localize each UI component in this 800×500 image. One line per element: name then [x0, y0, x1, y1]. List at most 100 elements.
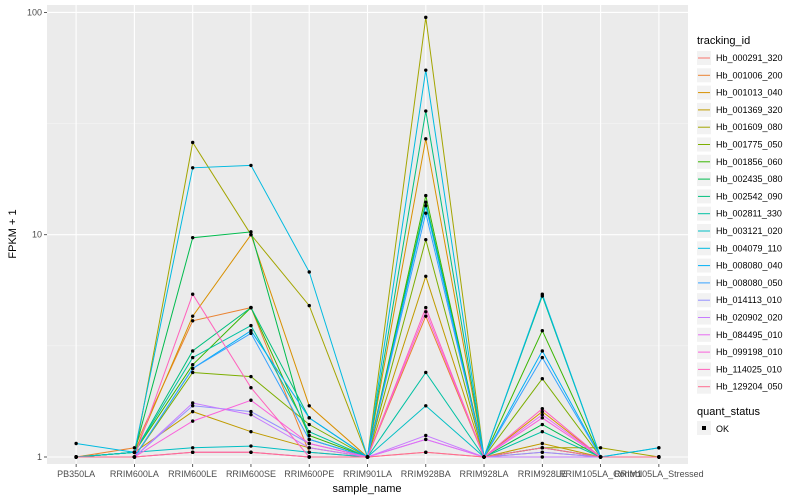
data-point	[540, 409, 545, 414]
data-point	[249, 328, 253, 333]
legend-entry: Hb_114025_010	[697, 362, 782, 377]
legend-entry: Hb_084495_010	[697, 327, 783, 342]
data-point	[540, 441, 545, 446]
data-point	[190, 314, 195, 318]
data-point	[424, 370, 428, 375]
legend-label: Hb_002435_080	[716, 174, 783, 184]
legend-entry: Hb_001013_040	[697, 85, 783, 100]
data-point	[424, 310, 428, 314]
data-point	[249, 444, 253, 448]
legend-entry: Hb_001369_320	[697, 102, 783, 117]
y-axis-title: FPKM + 1	[7, 209, 19, 258]
legend-entry: Hb_000291_320	[697, 51, 783, 65]
legend-label: Hb_001856_060	[716, 157, 783, 167]
data-point	[540, 429, 545, 434]
x-tick-label: RRIM600SE	[226, 469, 276, 479]
data-point	[424, 437, 428, 442]
data-point	[249, 305, 253, 310]
data-point	[424, 137, 428, 141]
data-point	[424, 404, 428, 408]
legend-entry: Hb_002435_080	[697, 172, 783, 187]
legend-entry: Hb_003121_020	[697, 224, 783, 238]
data-point	[424, 237, 428, 242]
x-tick-label: RRIM600PE	[284, 469, 334, 479]
data-point	[249, 331, 253, 336]
data-point	[540, 349, 545, 353]
data-point	[190, 140, 195, 145]
data-point	[424, 274, 428, 278]
data-point	[249, 398, 253, 402]
data-point	[540, 406, 545, 411]
legend-entry: Hb_001775_050	[697, 137, 783, 152]
data-point	[190, 401, 195, 405]
data-point	[307, 303, 311, 308]
data-point	[424, 15, 428, 20]
x-tick-label: RRIM928LA	[460, 469, 509, 479]
legend-label: Hb_004079_110	[716, 243, 782, 253]
data-point	[190, 235, 195, 240]
data-point	[190, 366, 195, 371]
data-point	[249, 230, 253, 234]
data-point	[249, 429, 253, 434]
shape-legend-marker	[702, 426, 706, 430]
legend-label: Hb_001006_200	[716, 70, 783, 80]
y-tick-label: 10	[32, 230, 42, 240]
data-point	[657, 446, 661, 450]
legend-label: Hb_084495_010	[716, 330, 783, 340]
x-tick-label: RRIM901LA	[343, 469, 392, 479]
data-point	[190, 349, 195, 353]
data-point	[540, 355, 545, 360]
data-point	[365, 455, 370, 459]
legend-label: Hb_002811_330	[716, 209, 782, 219]
x-axis-title: sample_name	[332, 483, 401, 495]
legend-label: Hb_014113_010	[716, 295, 782, 305]
data-point	[424, 109, 428, 113]
legend: Hb_000291_320 Hb_001006_200 Hb_001013_040 H…	[697, 51, 783, 394]
legend-entry: Hb_129204_050	[697, 379, 783, 394]
data-point	[540, 422, 545, 427]
data-point	[307, 404, 311, 408]
data-point	[424, 204, 428, 208]
data-point	[424, 450, 428, 454]
data-point	[424, 314, 428, 318]
legend-label: Hb_002542_090	[716, 191, 783, 201]
shape-legend-label: OK	[716, 424, 729, 434]
data-point	[249, 163, 253, 168]
data-point	[190, 319, 195, 323]
data-point	[307, 416, 311, 420]
data-point	[540, 450, 545, 454]
y-tick-label: 100	[27, 7, 42, 17]
data-point	[132, 455, 137, 459]
x-tick-label: RRIM928LE	[518, 469, 567, 479]
legend-entry: Hb_001609_080	[697, 120, 783, 135]
legend-label: Hb_129204_050	[716, 382, 783, 392]
data-point	[190, 419, 195, 423]
data-point	[132, 450, 137, 454]
data-point	[249, 374, 253, 379]
data-point	[424, 211, 428, 215]
data-point	[540, 412, 545, 417]
legend-entry: Hb_001856_060	[697, 154, 783, 169]
legend-entry: Hb_008080_050	[697, 275, 783, 290]
data-point	[482, 455, 486, 459]
data-point	[424, 68, 428, 72]
data-point	[307, 433, 311, 438]
legend-entry: Hb_002542_090	[697, 189, 783, 204]
data-point	[307, 446, 311, 450]
data-point	[249, 385, 253, 390]
legend-label: Hb_000291_320	[716, 53, 783, 63]
data-point	[598, 455, 603, 459]
x-tick-label: RRIM105LA_Stressed	[614, 469, 704, 479]
legend-entry: Hb_004079_110	[697, 241, 782, 256]
data-point	[190, 292, 195, 296]
legend-entry: Hb_020902_020	[697, 310, 783, 325]
legend-entry: Hb_002811_330	[697, 206, 782, 221]
shape-legend-title: quant_status	[697, 406, 760, 418]
legend-label: Hb_001013_040	[716, 88, 783, 98]
legend-label: Hb_008080_040	[716, 261, 783, 271]
data-point	[190, 404, 195, 408]
data-point	[74, 455, 78, 459]
data-point	[307, 450, 311, 454]
data-point	[249, 450, 253, 454]
data-point	[307, 422, 311, 427]
